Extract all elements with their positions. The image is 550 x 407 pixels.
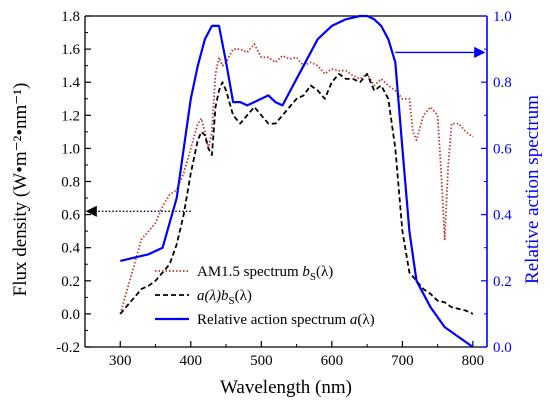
x-tick-label: 400: [180, 353, 203, 369]
y-tick-label-right: 0.6: [493, 141, 512, 157]
y-tick-label-left: 1.4: [61, 75, 80, 91]
legend: AM1.5 spectrum bS(λ)a(λ)bS(λ)Relative ac…: [155, 264, 375, 328]
x-tick-label: 600: [321, 353, 344, 369]
y-tick-label-left: 1.2: [61, 108, 80, 124]
series-line-3: [120, 14, 474, 348]
y-tick-label-left: 0.2: [61, 274, 80, 290]
legend-label-1: AM1.5 spectrum bS(λ): [197, 264, 333, 283]
series-line-2: [119, 73, 474, 315]
y-tick-label-left: -0.2: [56, 340, 80, 356]
y-tick-label-right: 0.4: [493, 208, 512, 224]
x-axis-title: Wavelength (nm): [220, 377, 352, 398]
y-tick-label-left: 1.8: [61, 9, 80, 25]
y-tick-label-left: 1.6: [61, 42, 80, 58]
legend-label-text: AM1.5 spectrum: [197, 264, 302, 280]
y-tick-label-left: 0.4: [61, 241, 80, 257]
legend-label-text: Relative action spectrum: [197, 312, 350, 328]
legend-label-2: a(λ)bS(λ): [197, 288, 252, 307]
y-tick-label-right: 1.0: [493, 9, 512, 25]
x-tick-label: 300: [109, 353, 132, 369]
y-tick-label-left: 1.0: [61, 141, 80, 157]
legend-label-symbol: a: [350, 312, 358, 328]
series-group: [119, 14, 474, 348]
legend-label-suffix: (λ): [316, 264, 333, 280]
y-axis-title-left: Flux density (W•m⁻²•nm⁻¹): [10, 83, 31, 297]
legend-label-symbol: a(λ)b: [197, 288, 229, 304]
y-tick-label-left: 0.8: [61, 175, 80, 191]
y-tick-label-left: 0.0: [61, 307, 80, 323]
x-tick-label: 800: [462, 353, 485, 369]
y-tick-label-right: 0.2: [493, 274, 512, 290]
legend-label-suffix: (λ): [235, 288, 252, 304]
legend-label-3: Relative action spectrum a(λ): [197, 312, 375, 328]
x-tick-label: 500: [250, 353, 273, 369]
y-tick-label-right: 0.8: [493, 75, 512, 91]
legend-label-subscript: S: [310, 271, 316, 283]
axes: 300 400 500 600 700 800 -0.2 0.0 0.2 0.4 0.6 0.8 1.0…: [56, 9, 512, 369]
y-axis-title-right: Relative action spectrum: [522, 95, 543, 284]
legend-label-suffix: (λ): [357, 312, 374, 328]
y-tick-label-right: 0.0: [493, 340, 512, 356]
annotations: [85, 46, 486, 217]
legend-label-subscript: S: [229, 295, 235, 307]
y-tick-label-left: 0.6: [61, 208, 80, 224]
legend-label-symbol: b: [302, 264, 310, 280]
x-tick-label: 700: [391, 353, 414, 369]
